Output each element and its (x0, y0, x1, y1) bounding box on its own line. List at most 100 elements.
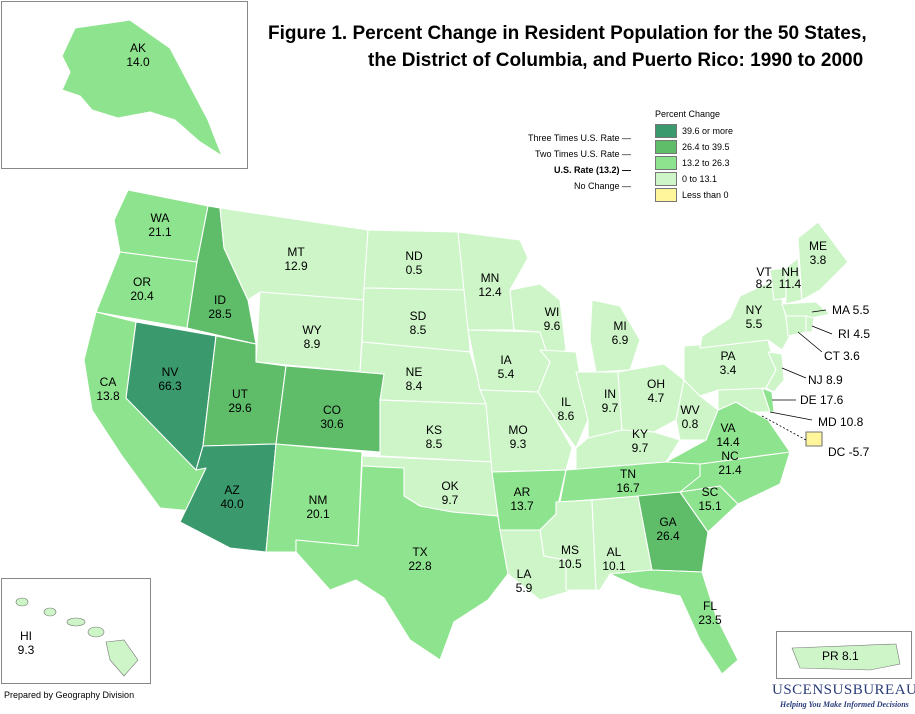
state-label-co: CO (323, 403, 341, 417)
state-label-nv: NV (162, 365, 179, 379)
legend-note-3: No Change — (573, 181, 631, 191)
state-value-ia: 5.4 (498, 367, 515, 381)
state-label-id: ID (214, 293, 226, 307)
state-label-il: IL (561, 395, 571, 409)
state-label-mo: MO (508, 423, 527, 437)
state-label-mn: MN (481, 271, 500, 285)
legend-swatch-4 (655, 188, 677, 202)
state-label-pr: PR 8.1 (822, 649, 859, 663)
legend-range-1: 26.4 to 39.5 (682, 142, 730, 152)
state-value-nv: 66.3 (158, 379, 182, 393)
legend-swatch-0 (655, 124, 677, 138)
legend-range-4: Less than 0 (682, 190, 729, 200)
legend-note-1: Two Times U.S. Rate — (534, 149, 631, 159)
state-value-al: 10.1 (602, 559, 626, 573)
state-label-ks: KS (426, 423, 442, 437)
state-label-oh: OH (647, 377, 665, 391)
state-value-sc: 15.1 (698, 499, 722, 513)
state-label-wv: WV (680, 403, 699, 417)
state-label-ny: NY (746, 303, 763, 317)
prepared-by-note: Prepared by Geography Division (4, 690, 135, 700)
callout-lines (761, 309, 833, 441)
state-tx[interactable] (295, 465, 509, 661)
state-value-ca: 13.8 (96, 389, 120, 403)
legend-note-0: Three Times U.S. Rate — (527, 133, 631, 143)
state-label-ar: AR (514, 485, 531, 499)
state-hi[interactable] (15, 597, 139, 677)
state-value-mt: 12.9 (284, 259, 308, 273)
state-label-ky: KY (632, 427, 648, 441)
state-label-mt: MT (287, 245, 305, 259)
state-label-vt: VT (756, 265, 772, 279)
state-value-in: 9.7 (602, 401, 619, 415)
state-label-sc: SC (702, 485, 719, 499)
state-ak[interactable] (61, 19, 223, 157)
state-label-ma: MA 5.5 (832, 303, 870, 317)
state-value-fl: 23.5 (698, 613, 722, 627)
state-label-ok: OK (441, 479, 458, 493)
state-de[interactable] (761, 387, 775, 413)
state-value-ga: 26.4 (656, 529, 680, 543)
state-label-wa: WA (151, 211, 170, 225)
title-line-1: Figure 1. Percent Change in Resident Pop… (268, 23, 867, 44)
state-value-ky: 9.7 (632, 441, 649, 455)
state-value-tn: 16.7 (616, 481, 640, 495)
state-label-nm: NM (309, 493, 328, 507)
state-label-nh: NH (781, 265, 798, 279)
state-pr[interactable] (791, 643, 901, 671)
state-ri[interactable] (805, 315, 815, 333)
state-dc[interactable] (805, 431, 823, 447)
state-label-ms: MS (561, 543, 579, 557)
state-me[interactable] (797, 221, 849, 301)
state-label-me: ME (809, 239, 827, 253)
state-label-pa: PA (720, 349, 735, 363)
state-value-la: 5.9 (516, 581, 533, 595)
state-value-co: 30.6 (320, 417, 344, 431)
state-value-il: 8.6 (558, 409, 575, 423)
state-value-wi: 9.6 (544, 319, 561, 333)
state-value-vt: 8.2 (756, 277, 773, 291)
state-nc[interactable] (679, 451, 791, 505)
state-value-hi: 9.3 (18, 643, 35, 657)
state-value-pa: 3.4 (720, 363, 737, 377)
state-label-hi: HI (20, 629, 32, 643)
state-value-me: 3.8 (810, 253, 827, 267)
state-value-ms: 10.5 (558, 557, 582, 571)
state-label-or: OR (133, 275, 151, 289)
state-value-nd: 0.5 (406, 263, 423, 277)
state-label-wi: WI (545, 305, 560, 319)
state-value-mn: 12.4 (478, 285, 502, 299)
title-line-2: the District of Columbia, and Puerto Ric… (368, 50, 864, 71)
state-label-la: LA (517, 567, 532, 581)
state-label-fl: FL (703, 599, 717, 613)
legend-range-0: 39.6 or more (682, 126, 734, 136)
state-label-tx: TX (412, 545, 427, 559)
state-value-or: 20.4 (130, 289, 154, 303)
state-value-id: 28.5 (208, 307, 232, 321)
state-value-tx: 22.8 (408, 559, 432, 573)
state-value-ks: 8.5 (426, 437, 443, 451)
state-nj[interactable] (765, 351, 785, 393)
state-il[interactable] (537, 349, 589, 449)
state-value-wv: 0.8 (682, 417, 699, 431)
state-label-md: MD 10.8 (818, 415, 864, 429)
state-label-ne: NE (406, 365, 423, 379)
state-label-tn: TN (620, 467, 636, 481)
state-ga[interactable] (637, 491, 709, 573)
state-label-ri: RI 4.5 (838, 327, 870, 341)
state-value-ut: 29.6 (228, 401, 252, 415)
state-value-ar: 13.7 (510, 499, 534, 513)
census-bureau-logo: USCENSUSBUREAU (772, 682, 915, 698)
state-fl[interactable] (609, 569, 739, 675)
state-value-sd: 8.5 (410, 323, 427, 337)
state-value-mo: 9.3 (510, 437, 527, 451)
legend-swatch-1 (655, 140, 677, 154)
state-pa[interactable] (683, 339, 777, 397)
state-label-ga: GA (659, 515, 676, 529)
state-label-nj: NJ 8.9 (808, 373, 843, 387)
state-label-ak: AK (130, 41, 146, 55)
state-ct[interactable] (785, 315, 807, 337)
state-label-al: AL (607, 545, 622, 559)
state-ma[interactable] (781, 301, 831, 319)
